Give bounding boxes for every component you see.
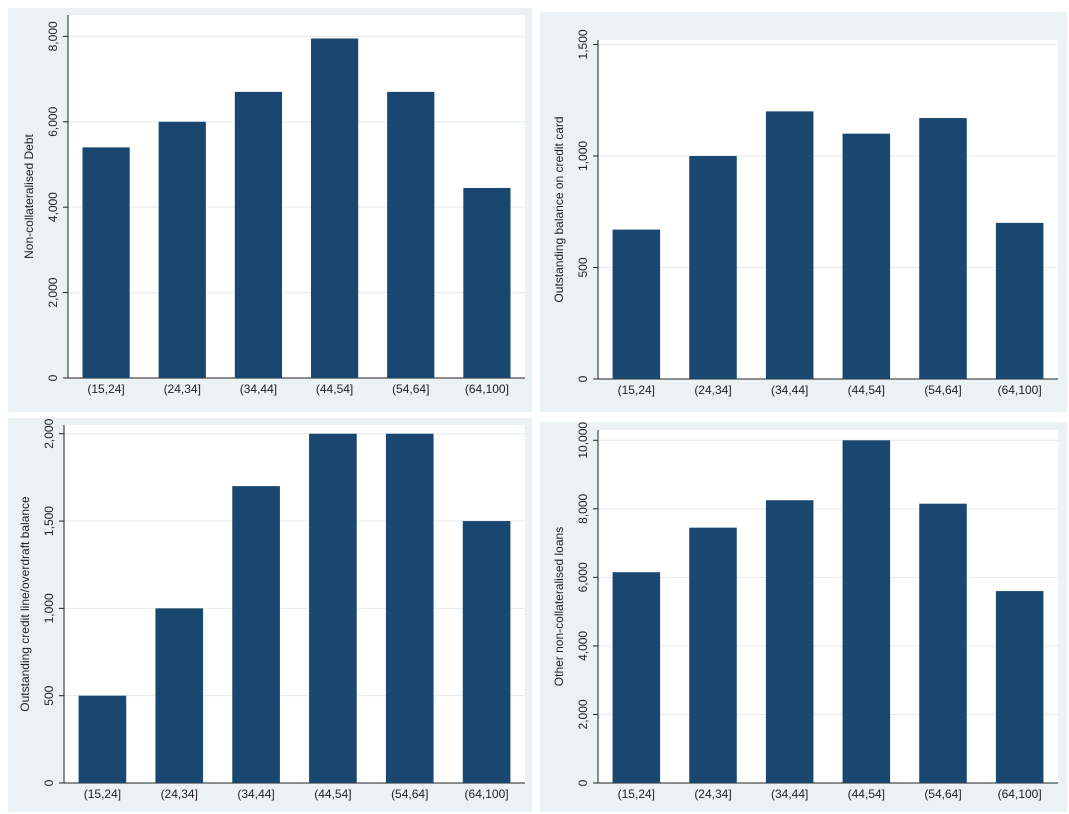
x-tick-label: (54,64] bbox=[924, 787, 961, 801]
y-tick-label: 10,000 bbox=[576, 422, 590, 459]
x-tick-label: (15,24] bbox=[618, 383, 655, 397]
x-tick-label: (34,44] bbox=[240, 382, 277, 396]
y-tick-label: 8,000 bbox=[46, 21, 60, 51]
bar bbox=[689, 155, 737, 379]
y-axis-label: Outstanding balance on credit card bbox=[552, 116, 566, 302]
y-tick-label: 6,000 bbox=[576, 562, 590, 592]
x-tick-label: (34,44] bbox=[771, 787, 808, 801]
x-tick-label: (34,44] bbox=[771, 383, 808, 397]
x-tick-label: (44,54] bbox=[848, 787, 885, 801]
x-tick-label: (15,24] bbox=[618, 787, 655, 801]
y-tick-label: 500 bbox=[576, 257, 590, 277]
y-axis-label: Other non-collateralised loans bbox=[552, 527, 566, 686]
y-tick-label: 2,000 bbox=[42, 418, 56, 448]
bar bbox=[310, 38, 359, 379]
y-tick-label: 4,000 bbox=[576, 631, 590, 661]
bar bbox=[82, 147, 130, 378]
bar bbox=[995, 591, 1044, 783]
y-tick-label: 4,000 bbox=[46, 192, 60, 222]
bar bbox=[232, 486, 280, 783]
bar bbox=[995, 222, 1044, 379]
y-tick-label: 0 bbox=[42, 779, 56, 786]
y-tick-label: 2,000 bbox=[576, 699, 590, 729]
y-tick-label: 500 bbox=[42, 685, 56, 705]
y-axis-label: Outstanding credit line/overdraft balanc… bbox=[18, 496, 32, 712]
chart-panel: 0 2,000 4,000 6,000 8,000 Non-collateralised … bbox=[8, 8, 532, 412]
x-tick-label: (24,34] bbox=[694, 383, 731, 397]
x-tick-label: (64,100] bbox=[465, 382, 509, 396]
y-tick-label: 1,500 bbox=[576, 29, 590, 59]
bar bbox=[765, 111, 814, 380]
x-tick-label: (34,44] bbox=[237, 787, 274, 801]
bar bbox=[463, 187, 511, 378]
x-tick-label: (54,64] bbox=[391, 787, 428, 801]
x-tick-label: (15,24] bbox=[87, 382, 124, 396]
chart-panel: 0 500 1,000 1,500 2,000 Outstanding credit li… bbox=[8, 418, 532, 812]
bar bbox=[158, 121, 206, 378]
plot-area bbox=[68, 15, 525, 378]
chart-panel: 0 500 1,000 1,500 Outstanding balance on cre… bbox=[540, 12, 1067, 412]
x-tick-label: (24,34] bbox=[161, 787, 198, 801]
x-tick-label: (24,34] bbox=[164, 382, 201, 396]
bar bbox=[78, 695, 127, 783]
y-axis-label: Non-collateralised Debt bbox=[22, 133, 36, 258]
x-tick-label: (64,100] bbox=[465, 787, 509, 801]
bar bbox=[309, 433, 357, 783]
y-tick-label: 6,000 bbox=[46, 106, 60, 136]
plot-area bbox=[64, 425, 525, 783]
y-tick-label: 2,000 bbox=[46, 277, 60, 307]
x-tick-label: (15,24] bbox=[84, 787, 121, 801]
x-tick-label: (44,54] bbox=[316, 382, 353, 396]
y-tick-label: 8,000 bbox=[576, 493, 590, 523]
y-tick-label: 1,500 bbox=[42, 506, 56, 536]
plot-area bbox=[598, 430, 1058, 783]
bar bbox=[765, 500, 814, 783]
bar bbox=[462, 521, 511, 783]
y-tick-label: 0 bbox=[576, 779, 590, 786]
bar bbox=[842, 440, 891, 783]
bar bbox=[919, 503, 967, 783]
bar bbox=[234, 91, 283, 378]
bar bbox=[385, 433, 434, 783]
x-tick-label: (54,64] bbox=[392, 382, 429, 396]
x-tick-label: (54,64] bbox=[924, 383, 961, 397]
y-tick-label: 0 bbox=[46, 374, 60, 381]
bar bbox=[689, 527, 737, 783]
chart-panel: 0 2,000 4,000 6,000 8,000 10,000 Other non-col… bbox=[540, 422, 1067, 812]
x-tick-label: (44,54] bbox=[314, 787, 351, 801]
y-tick-label: 1,000 bbox=[42, 593, 56, 623]
bar bbox=[612, 229, 661, 379]
bar bbox=[387, 91, 435, 378]
plot-area bbox=[598, 40, 1058, 379]
x-tick-label: (64,100] bbox=[998, 787, 1042, 801]
bar bbox=[612, 572, 661, 783]
x-tick-label: (44,54] bbox=[848, 383, 885, 397]
y-tick-label: 0 bbox=[576, 375, 590, 382]
bar bbox=[842, 133, 891, 379]
bar bbox=[155, 608, 204, 783]
x-tick-label: (24,34] bbox=[694, 787, 731, 801]
bar bbox=[919, 118, 967, 380]
x-tick-label: (64,100] bbox=[998, 383, 1042, 397]
y-tick-label: 1,000 bbox=[576, 141, 590, 171]
